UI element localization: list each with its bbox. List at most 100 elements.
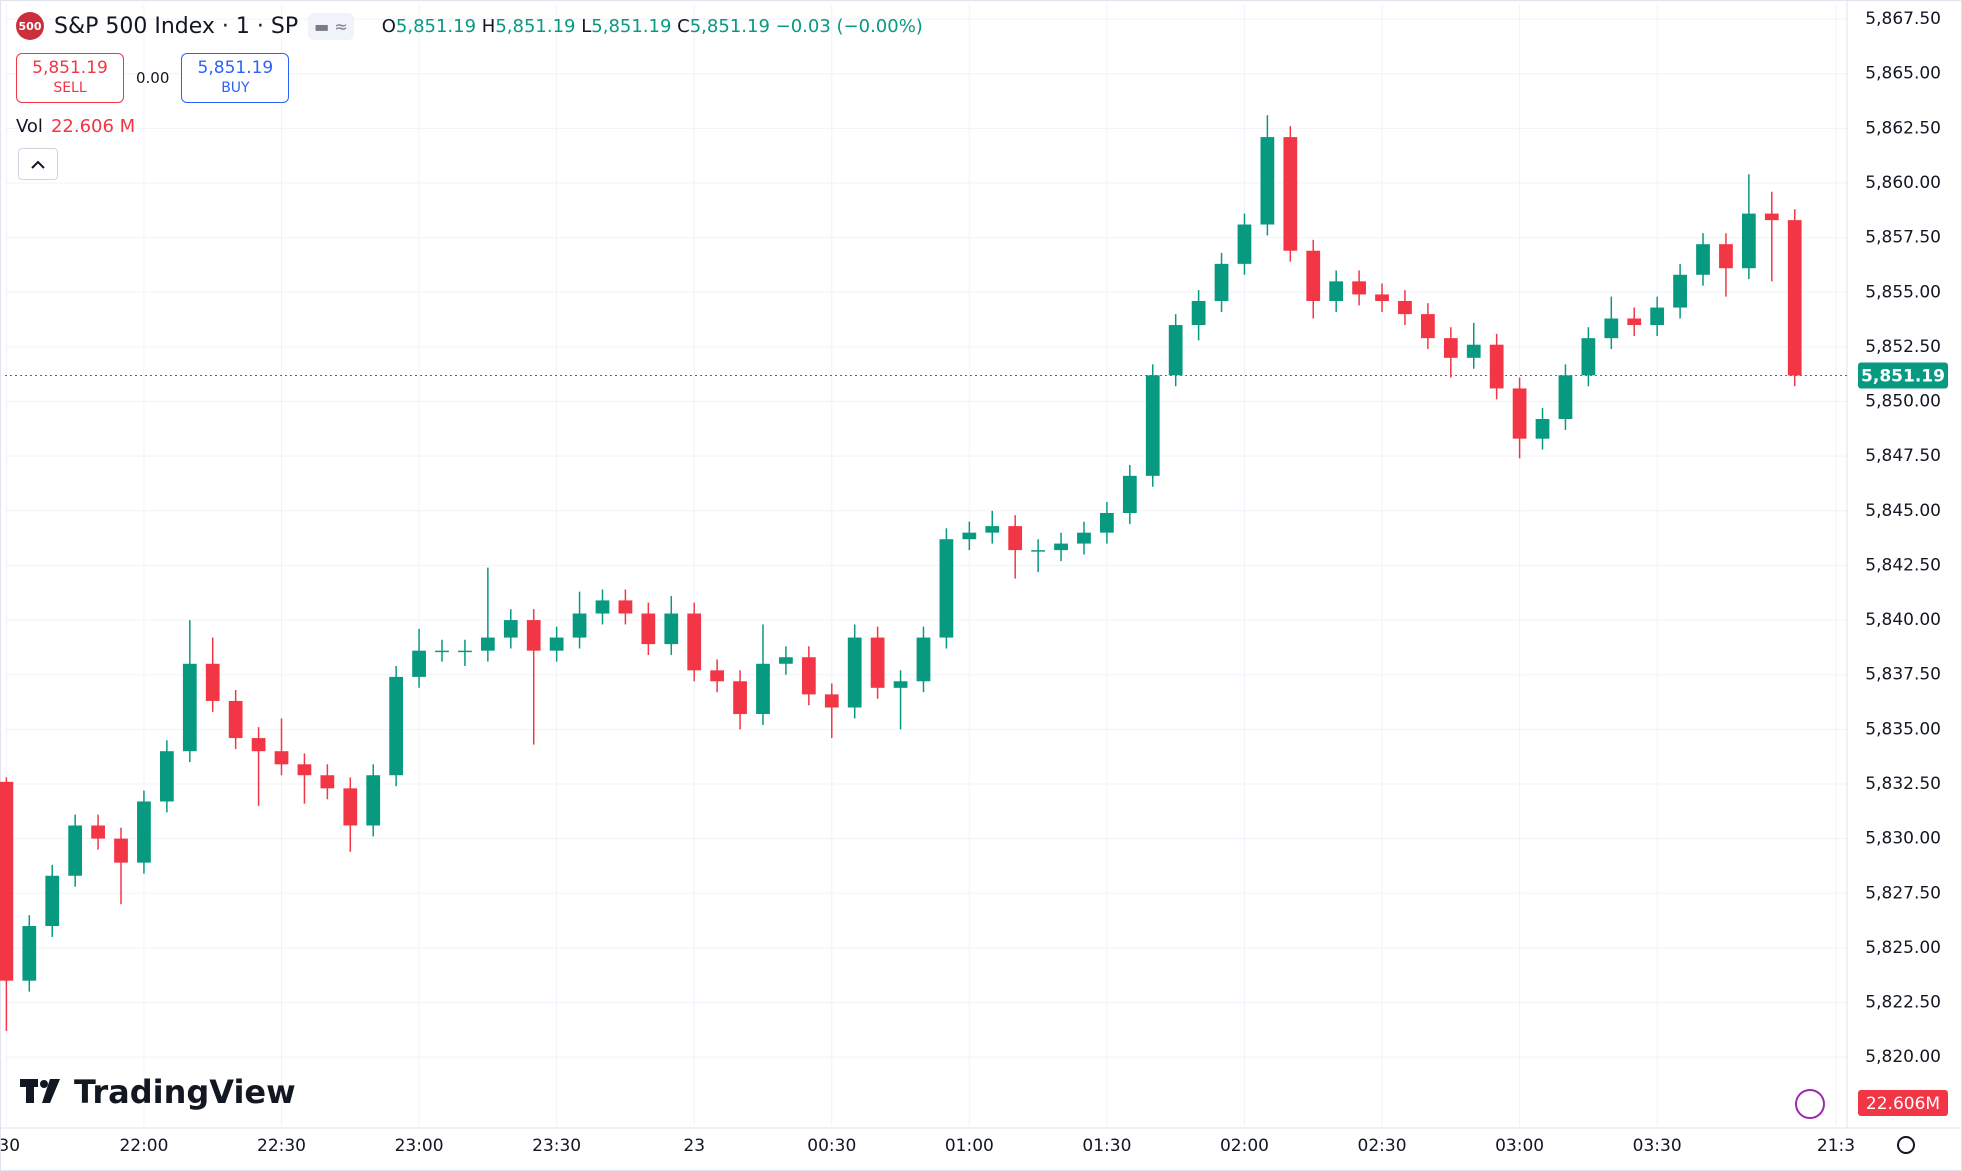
y-tick-label: 5,845.00 bbox=[1865, 501, 1941, 521]
candle bbox=[1421, 303, 1435, 350]
candle-body bbox=[137, 801, 151, 863]
candle bbox=[1375, 283, 1389, 312]
trade-panel: 5,851.19 SELL 0.00 5,851.19 BUY bbox=[16, 53, 290, 103]
symbol-title[interactable]: S&P 500 Index · 1 · SP bbox=[54, 13, 299, 39]
candle-body bbox=[779, 657, 793, 664]
candle-body bbox=[45, 875, 60, 927]
candle-body bbox=[1581, 338, 1596, 376]
candle bbox=[1398, 290, 1412, 326]
high-label: H bbox=[481, 15, 496, 37]
candle bbox=[205, 637, 220, 712]
y-tick-label: 5,852.50 bbox=[1865, 337, 1941, 357]
candle bbox=[1787, 209, 1802, 387]
candle-body bbox=[251, 738, 266, 752]
candle bbox=[1443, 327, 1458, 378]
candle-body bbox=[1650, 307, 1665, 326]
candle bbox=[824, 683, 839, 739]
candle-body bbox=[1719, 244, 1733, 269]
y-tick-label: 5,867.50 bbox=[1865, 9, 1941, 29]
candle-body bbox=[1329, 281, 1344, 301]
candle-body bbox=[68, 825, 83, 876]
candle-body bbox=[710, 670, 725, 682]
candle bbox=[733, 670, 747, 730]
volume-label: Vol bbox=[16, 116, 43, 137]
candle-body bbox=[1031, 550, 1045, 552]
buy-label: BUY bbox=[221, 80, 250, 96]
x-tick-label: 23:30 bbox=[532, 1136, 581, 1156]
x-tick-label: 21:3 bbox=[1817, 1136, 1855, 1156]
candle bbox=[756, 624, 770, 725]
candle bbox=[1168, 314, 1183, 387]
watermark-text: TradingView bbox=[74, 1073, 296, 1111]
x-tick-label: :30 bbox=[0, 1136, 20, 1156]
candle bbox=[641, 602, 656, 656]
candle bbox=[962, 521, 977, 551]
candle-body bbox=[870, 637, 885, 688]
candle bbox=[939, 528, 954, 649]
candle-body bbox=[1054, 543, 1068, 551]
candle bbox=[159, 740, 174, 813]
candle-body bbox=[962, 532, 977, 540]
low-value: 5,851.19 bbox=[591, 15, 672, 37]
candle bbox=[1466, 322, 1481, 369]
candle-body bbox=[1237, 224, 1252, 264]
candle bbox=[1352, 270, 1366, 306]
candle bbox=[1077, 521, 1091, 555]
candle bbox=[458, 639, 472, 666]
high-value: 5,851.19 bbox=[495, 15, 576, 37]
candle bbox=[1054, 532, 1068, 562]
y-tick-label: 5,830.00 bbox=[1865, 829, 1941, 849]
candle-body bbox=[756, 663, 770, 715]
candle bbox=[297, 753, 312, 804]
collapse-button[interactable] bbox=[18, 148, 58, 180]
candle bbox=[1008, 515, 1023, 579]
candle-body bbox=[182, 663, 197, 752]
candle bbox=[0, 777, 14, 1031]
candle bbox=[228, 690, 243, 750]
candle bbox=[274, 718, 289, 776]
sell-button[interactable]: 5,851.19 SELL bbox=[16, 53, 124, 103]
candle bbox=[1719, 233, 1733, 297]
candle bbox=[1604, 296, 1619, 350]
candle-body bbox=[595, 600, 610, 614]
candle bbox=[801, 646, 816, 706]
volume-tag-label: 22.606M bbox=[1866, 1094, 1940, 1114]
y-tick-label: 5,840.00 bbox=[1865, 610, 1941, 630]
symbol-logo: 500 bbox=[16, 12, 44, 40]
buy-button[interactable]: 5,851.19 BUY bbox=[181, 53, 290, 103]
candle-body bbox=[572, 613, 587, 638]
candle-body bbox=[503, 620, 518, 638]
candle bbox=[1100, 502, 1114, 544]
y-tick-label: 5,820.00 bbox=[1865, 1047, 1941, 1067]
x-tick-label: 23:00 bbox=[395, 1136, 444, 1156]
close-label: C bbox=[677, 15, 690, 37]
candle-body bbox=[91, 825, 105, 839]
candle bbox=[1122, 464, 1137, 524]
candle-body bbox=[687, 613, 702, 671]
y-tick-label: 5,822.50 bbox=[1865, 993, 1941, 1013]
candle-body bbox=[1375, 294, 1389, 301]
candle-body bbox=[1122, 475, 1137, 513]
candle-body bbox=[618, 600, 633, 614]
candle bbox=[618, 589, 633, 625]
candle bbox=[870, 626, 885, 699]
toggle-pill[interactable]: ▬ ≈ bbox=[308, 12, 354, 40]
x-tick-label: 00:30 bbox=[807, 1136, 856, 1156]
candle-body bbox=[1421, 314, 1435, 339]
ohlc-legend: O5,851.19 H5,851.19 L5,851.19 C5,851.19 … bbox=[382, 16, 923, 37]
y-tick-label: 5,825.00 bbox=[1865, 938, 1941, 958]
candle-body bbox=[1352, 281, 1366, 295]
y-tick-label: 5,865.00 bbox=[1865, 64, 1941, 84]
candle bbox=[1489, 333, 1504, 400]
candle bbox=[1627, 307, 1642, 336]
y-tick-label: 5,862.50 bbox=[1865, 118, 1941, 138]
x-tick-label: 03:30 bbox=[1633, 1136, 1682, 1156]
candle bbox=[1214, 252, 1229, 312]
candle-body bbox=[1627, 318, 1642, 326]
candle bbox=[343, 777, 358, 852]
sell-price: 5,851.19 bbox=[32, 58, 108, 78]
candle bbox=[389, 665, 404, 787]
x-tick-label: 01:00 bbox=[945, 1136, 994, 1156]
